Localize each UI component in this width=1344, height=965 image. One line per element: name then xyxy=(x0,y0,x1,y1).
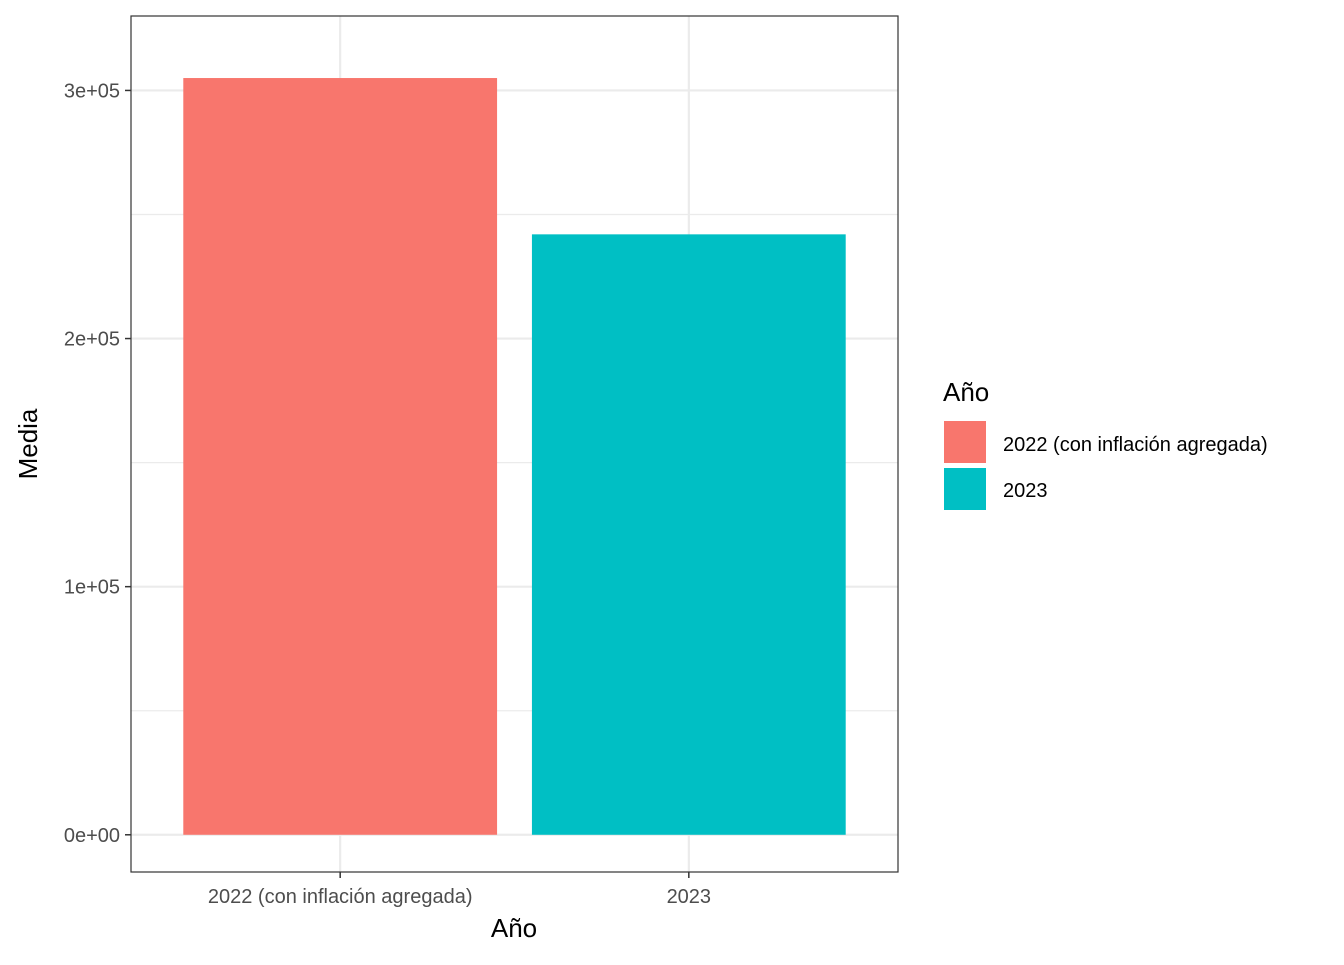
y-tick-label: 3e+05 xyxy=(64,80,120,102)
y-tick-label: 0e+00 xyxy=(64,825,120,847)
bars xyxy=(183,78,846,835)
plot-border xyxy=(130,15,899,873)
legend: Año 2022 (con inflación agregada) 2023 xyxy=(943,377,1268,510)
y-tick-label: 1e+05 xyxy=(64,577,120,599)
legend-key-2022 xyxy=(944,421,986,463)
bar-2023 xyxy=(531,234,846,835)
legend-key-2023 xyxy=(944,468,986,510)
y-tick-label: 2e+05 xyxy=(64,329,120,351)
x-tick-label: 2022 (con inflación agregada) xyxy=(208,886,473,908)
legend-label-2023: 2023 xyxy=(1003,480,1048,502)
legend-label-2022: 2022 (con inflación agregada) xyxy=(1003,434,1268,456)
y-axis-title: Media xyxy=(13,408,43,479)
legend-title: Año xyxy=(943,377,989,407)
x-axis-title: Año xyxy=(491,913,537,943)
x-tick-label: 2023 xyxy=(667,886,712,908)
bar-2022 xyxy=(183,78,498,835)
x-axis: 2022 (con inflación agregada) 2023 xyxy=(208,872,711,908)
y-axis: 0e+00 1e+05 2e+05 3e+05 xyxy=(64,80,131,847)
